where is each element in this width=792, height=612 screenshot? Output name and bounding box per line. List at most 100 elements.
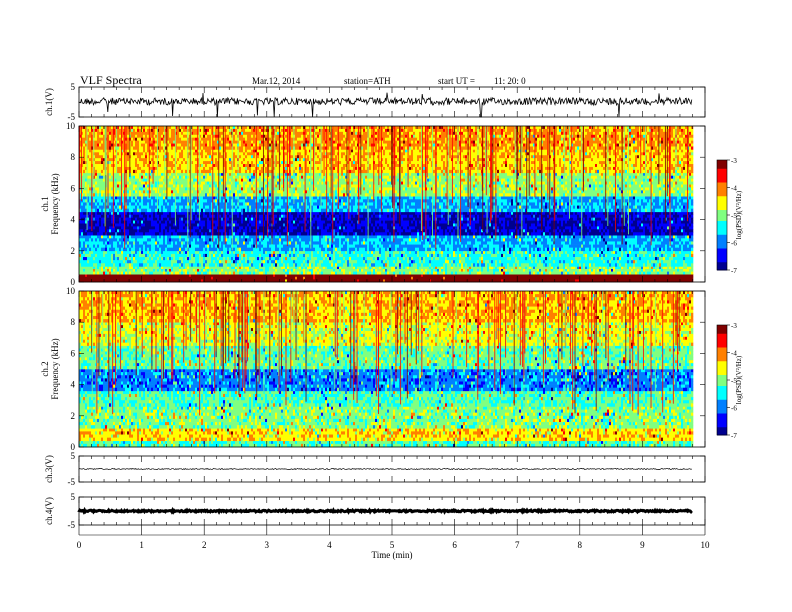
spectrogram-cell (439, 248, 441, 251)
spectrogram-cell (245, 260, 247, 263)
spectrogram-cell (499, 274, 501, 277)
spectrogram-cell (207, 257, 209, 260)
spectrogram-cell (411, 245, 413, 248)
spectrogram-cell (383, 251, 385, 254)
spectrogram-cell (491, 251, 493, 254)
spectrogram-cell (525, 277, 527, 280)
spectrogram-cell (521, 245, 523, 248)
spectrogram-cell (459, 263, 461, 266)
spectrogram-cell (553, 274, 555, 277)
spectrogram-cell (135, 260, 137, 263)
spectrogram-cell (169, 266, 171, 269)
spectrogram-cell (251, 235, 253, 238)
spectrogram-cell (529, 235, 531, 238)
spectrogram-cell (381, 263, 383, 266)
spectrogram-cell (239, 241, 241, 244)
spectrogram-cell (395, 245, 397, 248)
spectrogram-cell (281, 257, 283, 260)
spectrogram-cell (405, 238, 407, 241)
spectrogram-cell (399, 238, 401, 241)
spectrogram-cell (307, 266, 309, 269)
spectrogram-cell (533, 248, 535, 251)
spectrogram-cell (311, 235, 313, 238)
spectrogram-cell (277, 266, 279, 269)
spectrogram-cell (309, 274, 311, 277)
spectrogram-cell (105, 274, 107, 277)
spectrogram-cell (539, 241, 541, 244)
spectrogram-cell (363, 241, 365, 244)
spectrogram-cell (673, 277, 675, 280)
spectrogram-cell (271, 266, 273, 269)
spectrogram-cell (485, 254, 487, 257)
spectrogram-cell (567, 260, 569, 263)
spectrogram-cell (443, 245, 445, 248)
spectrogram-cell (689, 235, 691, 238)
spectrogram-cell (487, 238, 489, 241)
spectrogram-cell (503, 272, 505, 275)
spectrogram-cell (223, 272, 225, 275)
spectrogram-cell (537, 272, 539, 275)
spectrogram-cell (601, 263, 603, 266)
spectrogram-cell (323, 238, 325, 241)
spectrogram-cell (249, 238, 251, 241)
spectrogram-cell (327, 263, 329, 266)
spectrogram-cell (109, 277, 111, 280)
spectrogram-cell (473, 260, 475, 263)
spectrogram-cell (471, 269, 473, 272)
spectrogram-cell (391, 251, 393, 254)
spectrogram-cell (525, 235, 527, 238)
spectrogram-cell (561, 277, 563, 280)
spectrogram-cell (653, 251, 655, 254)
spectrogram-cell (423, 269, 425, 272)
spectrogram-cell (369, 238, 371, 241)
spectrogram-cell (379, 272, 381, 275)
spectrogram-cell (87, 251, 89, 254)
spectrogram-cell (151, 274, 153, 277)
spectrogram-cell (503, 251, 505, 254)
spectrogram-cell (471, 235, 473, 238)
spectrogram-cell (605, 269, 607, 272)
spectrogram-cell (501, 277, 503, 280)
spectrogram-cell (235, 260, 237, 263)
spectrogram-cell (181, 238, 183, 241)
spectrogram-cell (449, 238, 451, 241)
spectrogram-cell (173, 266, 175, 269)
spectrogram-cell (233, 235, 235, 238)
spectrogram-cell (463, 266, 465, 269)
spectrogram-cell (263, 241, 265, 244)
spectrogram-cell (581, 251, 583, 254)
spectrogram-cell (357, 248, 359, 251)
spectrogram-cell (469, 245, 471, 248)
spectrogram-cell (597, 266, 599, 269)
spectrogram-cell (569, 260, 571, 263)
spectrogram-cell (461, 260, 463, 263)
spectrogram-cell (229, 251, 231, 254)
spectrogram-cell (593, 254, 595, 257)
spectrogram-cell (529, 272, 531, 275)
spectrogram-cell (175, 238, 177, 241)
spectrogram-cell (141, 260, 143, 263)
spectrogram-cell (197, 245, 199, 248)
spectrogram-cell (85, 245, 87, 248)
spectrogram-cell (201, 257, 203, 260)
spectrogram-cell (435, 257, 437, 260)
spectrogram-cell (639, 254, 641, 257)
spectrogram-cell (105, 257, 107, 260)
spectrogram-cell (413, 257, 415, 260)
spectrogram-cell (537, 277, 539, 280)
spectrogram-cell (401, 251, 403, 254)
spectrogram-cell (607, 277, 609, 280)
spectrogram-cell (637, 263, 639, 266)
spectrogram-cell (625, 248, 627, 251)
spectrogram-cell (505, 238, 507, 241)
spectrogram-cell (277, 248, 279, 251)
spectrogram-cell (263, 272, 265, 275)
spectrogram-cell (363, 272, 365, 275)
spectrogram-cell (301, 254, 303, 257)
spectrogram-cell (505, 251, 507, 254)
spectrogram-cell (595, 266, 597, 269)
spectrogram-cell (185, 263, 187, 266)
spectrogram-cell (221, 254, 223, 257)
spectrogram-cell (473, 254, 475, 257)
spectrogram-cell (463, 269, 465, 272)
